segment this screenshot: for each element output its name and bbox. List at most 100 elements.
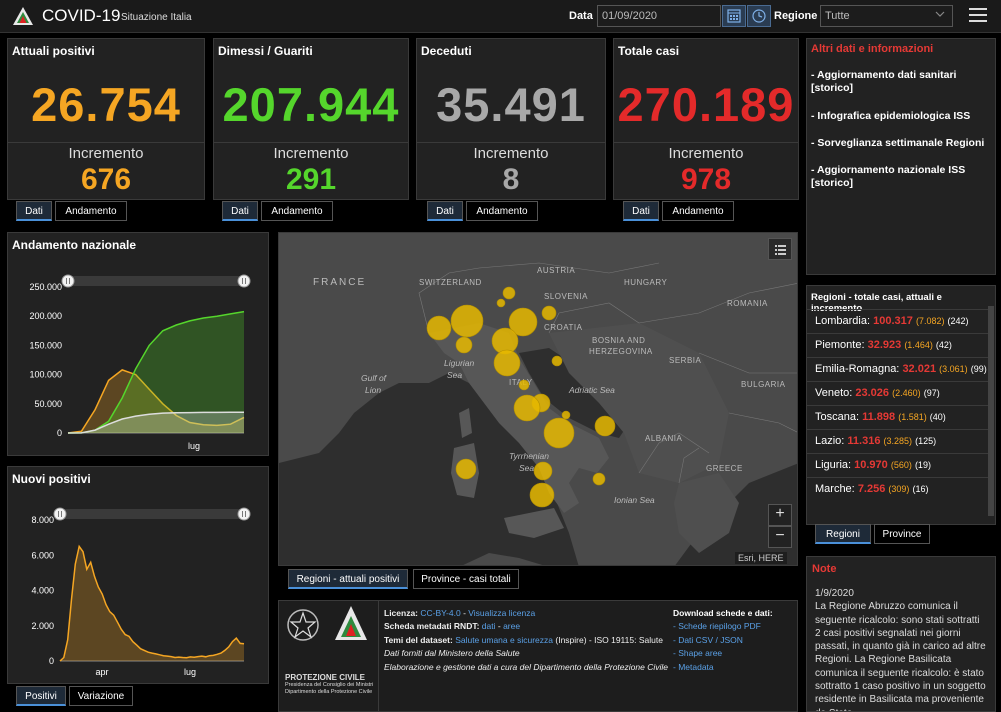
region-row[interactable]: Lazio: 11.316 (3.285) (125) [807, 429, 991, 453]
y-tick-label: 0 [49, 656, 54, 666]
region-row[interactable]: Marche: 7.256 (309) (16) [807, 477, 991, 501]
region-bubble[interactable] [541, 305, 557, 321]
y-tick-label: 4.000 [31, 586, 54, 596]
kpi-card-2: Deceduti 35.491 Incremento 8 [416, 38, 606, 200]
kpi-title: Dimessi / Guariti [218, 44, 313, 58]
region-bubble[interactable] [513, 394, 541, 422]
note-title: Note [812, 563, 837, 575]
kpi-increment-value: 291 [285, 163, 337, 196]
link-aggiornamento-dati[interactable]: - Aggiornamento dati sanitari [storico] [811, 69, 957, 94]
altri-dati-panel: Altri dati e informazioni - Aggiornament… [806, 38, 996, 275]
kpi-divider [214, 142, 408, 143]
region-attuali: (3.061) [939, 364, 968, 374]
map-label: SLOVENIA [544, 292, 588, 301]
tab-positivi[interactable]: Positivi [16, 686, 66, 706]
tab-dati[interactable]: Dati [427, 201, 463, 221]
visualizza-licenza-link[interactable]: Visualizza licenza [468, 608, 536, 618]
zoom-out-button[interactable]: − [768, 526, 792, 548]
region-row[interactable]: Piemonte: 32.923 (1.464) (42) [807, 333, 991, 357]
zoom-in-button[interactable]: + [768, 504, 792, 526]
map-label: CROATIA [544, 323, 583, 332]
rndt-dati-link[interactable]: dati [481, 621, 496, 632]
app-subtitle: Situazione Italia [121, 12, 192, 23]
region-bubble[interactable] [426, 315, 452, 341]
range-slider[interactable] [60, 509, 244, 519]
menu-button[interactable] [969, 8, 987, 24]
region-bubble[interactable] [493, 349, 521, 377]
map-label: Tyrrhenian [509, 451, 549, 461]
tab-dati[interactable]: Dati [623, 201, 659, 221]
region-bubble[interactable] [529, 482, 555, 508]
rndt-aree-link[interactable]: aree [503, 621, 521, 632]
region-bubble[interactable] [533, 461, 553, 481]
map-label: HERZEGOVINA [589, 347, 653, 356]
download-pdf-link[interactable]: - Schede riepilogo PDF [673, 621, 761, 632]
region-increment: (16) [912, 484, 929, 494]
temi-rest: (Inspire) - ISO 19115: Salute [555, 634, 663, 645]
region-increment: (99) [970, 364, 987, 374]
region-row[interactable]: Lombardia: 100.317 (7.082) (242) [807, 309, 991, 333]
download-metadata-link[interactable]: - Metadata [673, 661, 714, 672]
date-label: Data [569, 10, 593, 22]
time-button[interactable] [747, 5, 771, 27]
download-csv-link[interactable]: - Dati CSV / JSON [673, 634, 743, 645]
region-row[interactable]: Veneto: 23.026 (2.460) (97) [807, 381, 991, 405]
clock-icon [752, 9, 766, 23]
map-canvas: FRANCE SWITZERLAND AUSTRIA HUNGARY SLOVENIA C… [279, 233, 797, 565]
map-label: SWITZERLAND [419, 278, 482, 287]
map-label: ALBANIA [645, 434, 682, 443]
region-row[interactable]: Emilia-Romagna: 32.021 (3.061) (99) [807, 357, 991, 381]
slider-handle-0[interactable] [61, 274, 75, 288]
slider-handle-0[interactable] [53, 507, 67, 521]
tab-variazione[interactable]: Variazione [69, 686, 133, 706]
tab-dati[interactable]: Dati [16, 201, 52, 221]
tab-regioni-attuali[interactable]: Regioni - attuali positivi [288, 569, 408, 589]
map-legend-button[interactable] [768, 238, 792, 260]
download-section: Download schede e dati: - Schede riepilo… [673, 607, 798, 674]
region-bubble[interactable] [450, 304, 484, 338]
region-label: Regione [774, 10, 818, 22]
region-bubble[interactable] [508, 307, 538, 337]
temi-label: Temi del dataset: [384, 634, 453, 645]
slider-handle-1[interactable] [237, 274, 251, 288]
link-aggiornamento-iss[interactable]: - Aggiornamento nazionale ISS [storico] [811, 164, 966, 189]
tab-andamento[interactable]: Andamento [662, 201, 734, 221]
tab-dati[interactable]: Dati [222, 201, 258, 221]
region-row[interactable]: Toscana: 11.898 (1.581) (40) [807, 405, 991, 429]
link-infografica-iss[interactable]: - Infografica epidemiologica ISS [811, 110, 971, 122]
region-bubble[interactable] [543, 417, 575, 449]
region-bubble[interactable] [502, 286, 516, 300]
region-bubble[interactable] [594, 415, 616, 437]
regioni-scrollbar[interactable] [988, 306, 994, 516]
temi-link[interactable]: Salute umana e sicurezza [455, 634, 553, 645]
download-shape-link[interactable]: - Shape aree [673, 648, 723, 659]
region-total: 7.256 [857, 483, 886, 495]
region-row[interactable]: Liguria: 10.970 (560) (19) [807, 453, 991, 477]
map-label: BULGARIA [741, 380, 786, 389]
tab-andamento[interactable]: Andamento [55, 201, 127, 221]
region-bubble[interactable] [455, 336, 473, 354]
map-view[interactable]: FRANCE SWITZERLAND AUSTRIA HUNGARY SLOVENIA C… [278, 232, 798, 566]
tab-andamento[interactable]: Andamento [466, 201, 538, 221]
region-bubble[interactable] [496, 298, 506, 308]
region-bubble[interactable] [518, 379, 530, 391]
tab-province[interactable]: Province [874, 524, 930, 544]
region-bubble[interactable] [455, 458, 477, 480]
slider-handle-1[interactable] [237, 507, 251, 521]
kpi-increment-value: 676 [80, 163, 132, 196]
region-select[interactable]: Tutte [820, 5, 953, 27]
date-input[interactable] [597, 5, 721, 27]
calendar-button[interactable] [722, 5, 746, 27]
region-bubble[interactable] [551, 355, 563, 367]
link-sorveglianza-regioni[interactable]: - Sorveglianza settimanale Regioni [811, 137, 985, 149]
tab-province-totali[interactable]: Province - casi totali [413, 569, 519, 589]
region-bubble[interactable] [592, 472, 606, 486]
region-total: 32.923 [867, 339, 902, 351]
region-bubble[interactable] [561, 410, 571, 420]
licenza-link[interactable]: CC-BY-4.0 [420, 608, 461, 618]
region-attuali: (309) [888, 484, 910, 494]
tab-regioni[interactable]: Regioni [815, 524, 871, 544]
tab-andamento[interactable]: Andamento [261, 201, 333, 221]
series-area-2 [68, 412, 244, 433]
range-slider[interactable] [68, 276, 244, 286]
